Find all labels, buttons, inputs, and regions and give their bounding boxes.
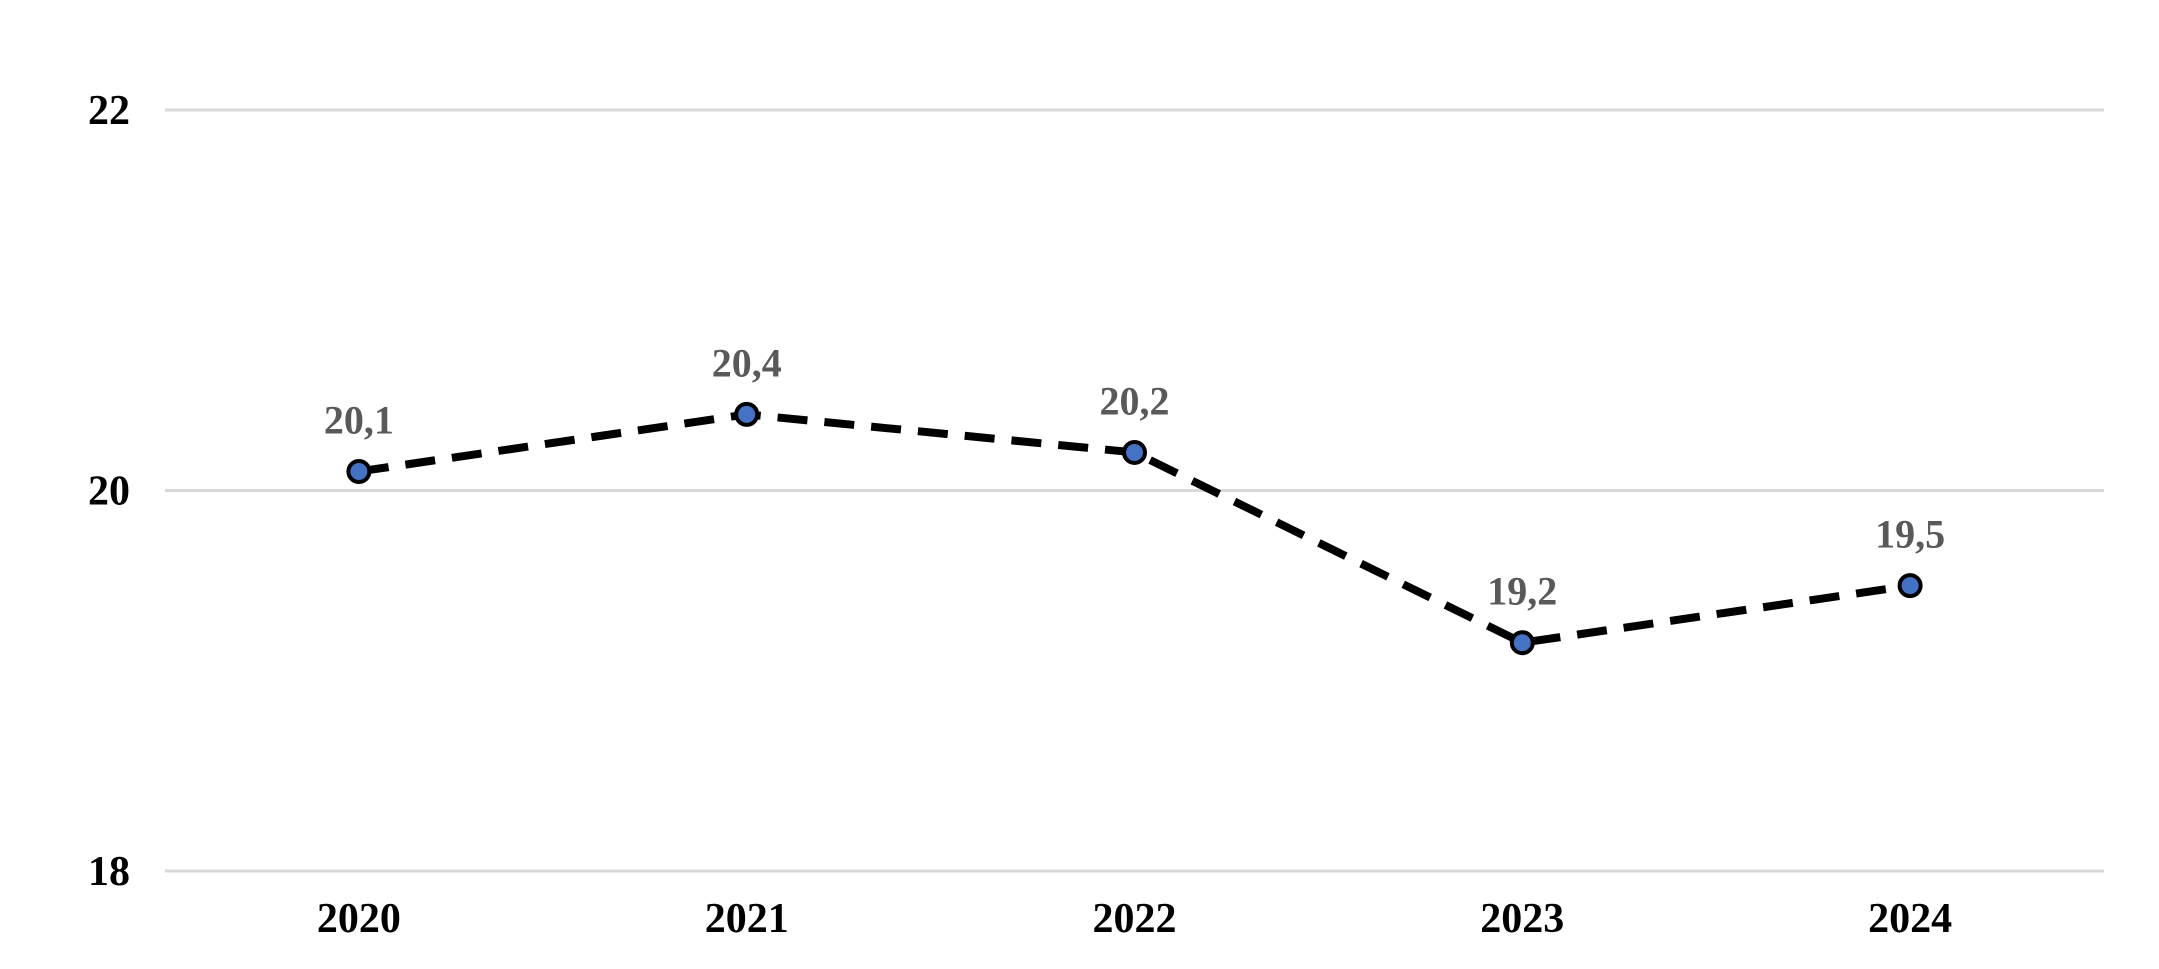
x-tick-label: 2021 <box>705 896 789 942</box>
gridlines-group <box>165 108 2104 873</box>
data-point-marker <box>1509 630 1535 656</box>
x-tick-label: 2023 <box>1480 896 1564 942</box>
data-labels-group: 20,1 20,4 20,2 19,2 19,5 <box>324 340 1945 613</box>
x-axis-labels-group: 2020 2021 2022 2023 2024 <box>317 896 1952 942</box>
data-point-label: 20,1 <box>324 397 394 442</box>
data-point-label: 19,2 <box>1487 569 1557 614</box>
data-point-label: 20,4 <box>712 340 782 385</box>
y-tick-label: 22 <box>88 88 130 134</box>
data-point-label: 19,5 <box>1875 512 1945 557</box>
data-point-label: 20,2 <box>1100 378 1170 423</box>
x-tick-label: 2024 <box>1868 896 1952 942</box>
y-axis-labels-group: 22 20 18 <box>88 88 130 895</box>
data-point-marker <box>1897 573 1923 599</box>
x-tick-label: 2020 <box>317 896 401 942</box>
y-tick-label: 18 <box>88 849 130 895</box>
data-points-group <box>346 401 1923 656</box>
data-point-marker <box>734 401 760 427</box>
x-tick-label: 2022 <box>1093 896 1177 942</box>
y-tick-label: 20 <box>88 469 130 515</box>
data-point-marker <box>1122 439 1147 465</box>
data-point-marker <box>346 458 372 484</box>
